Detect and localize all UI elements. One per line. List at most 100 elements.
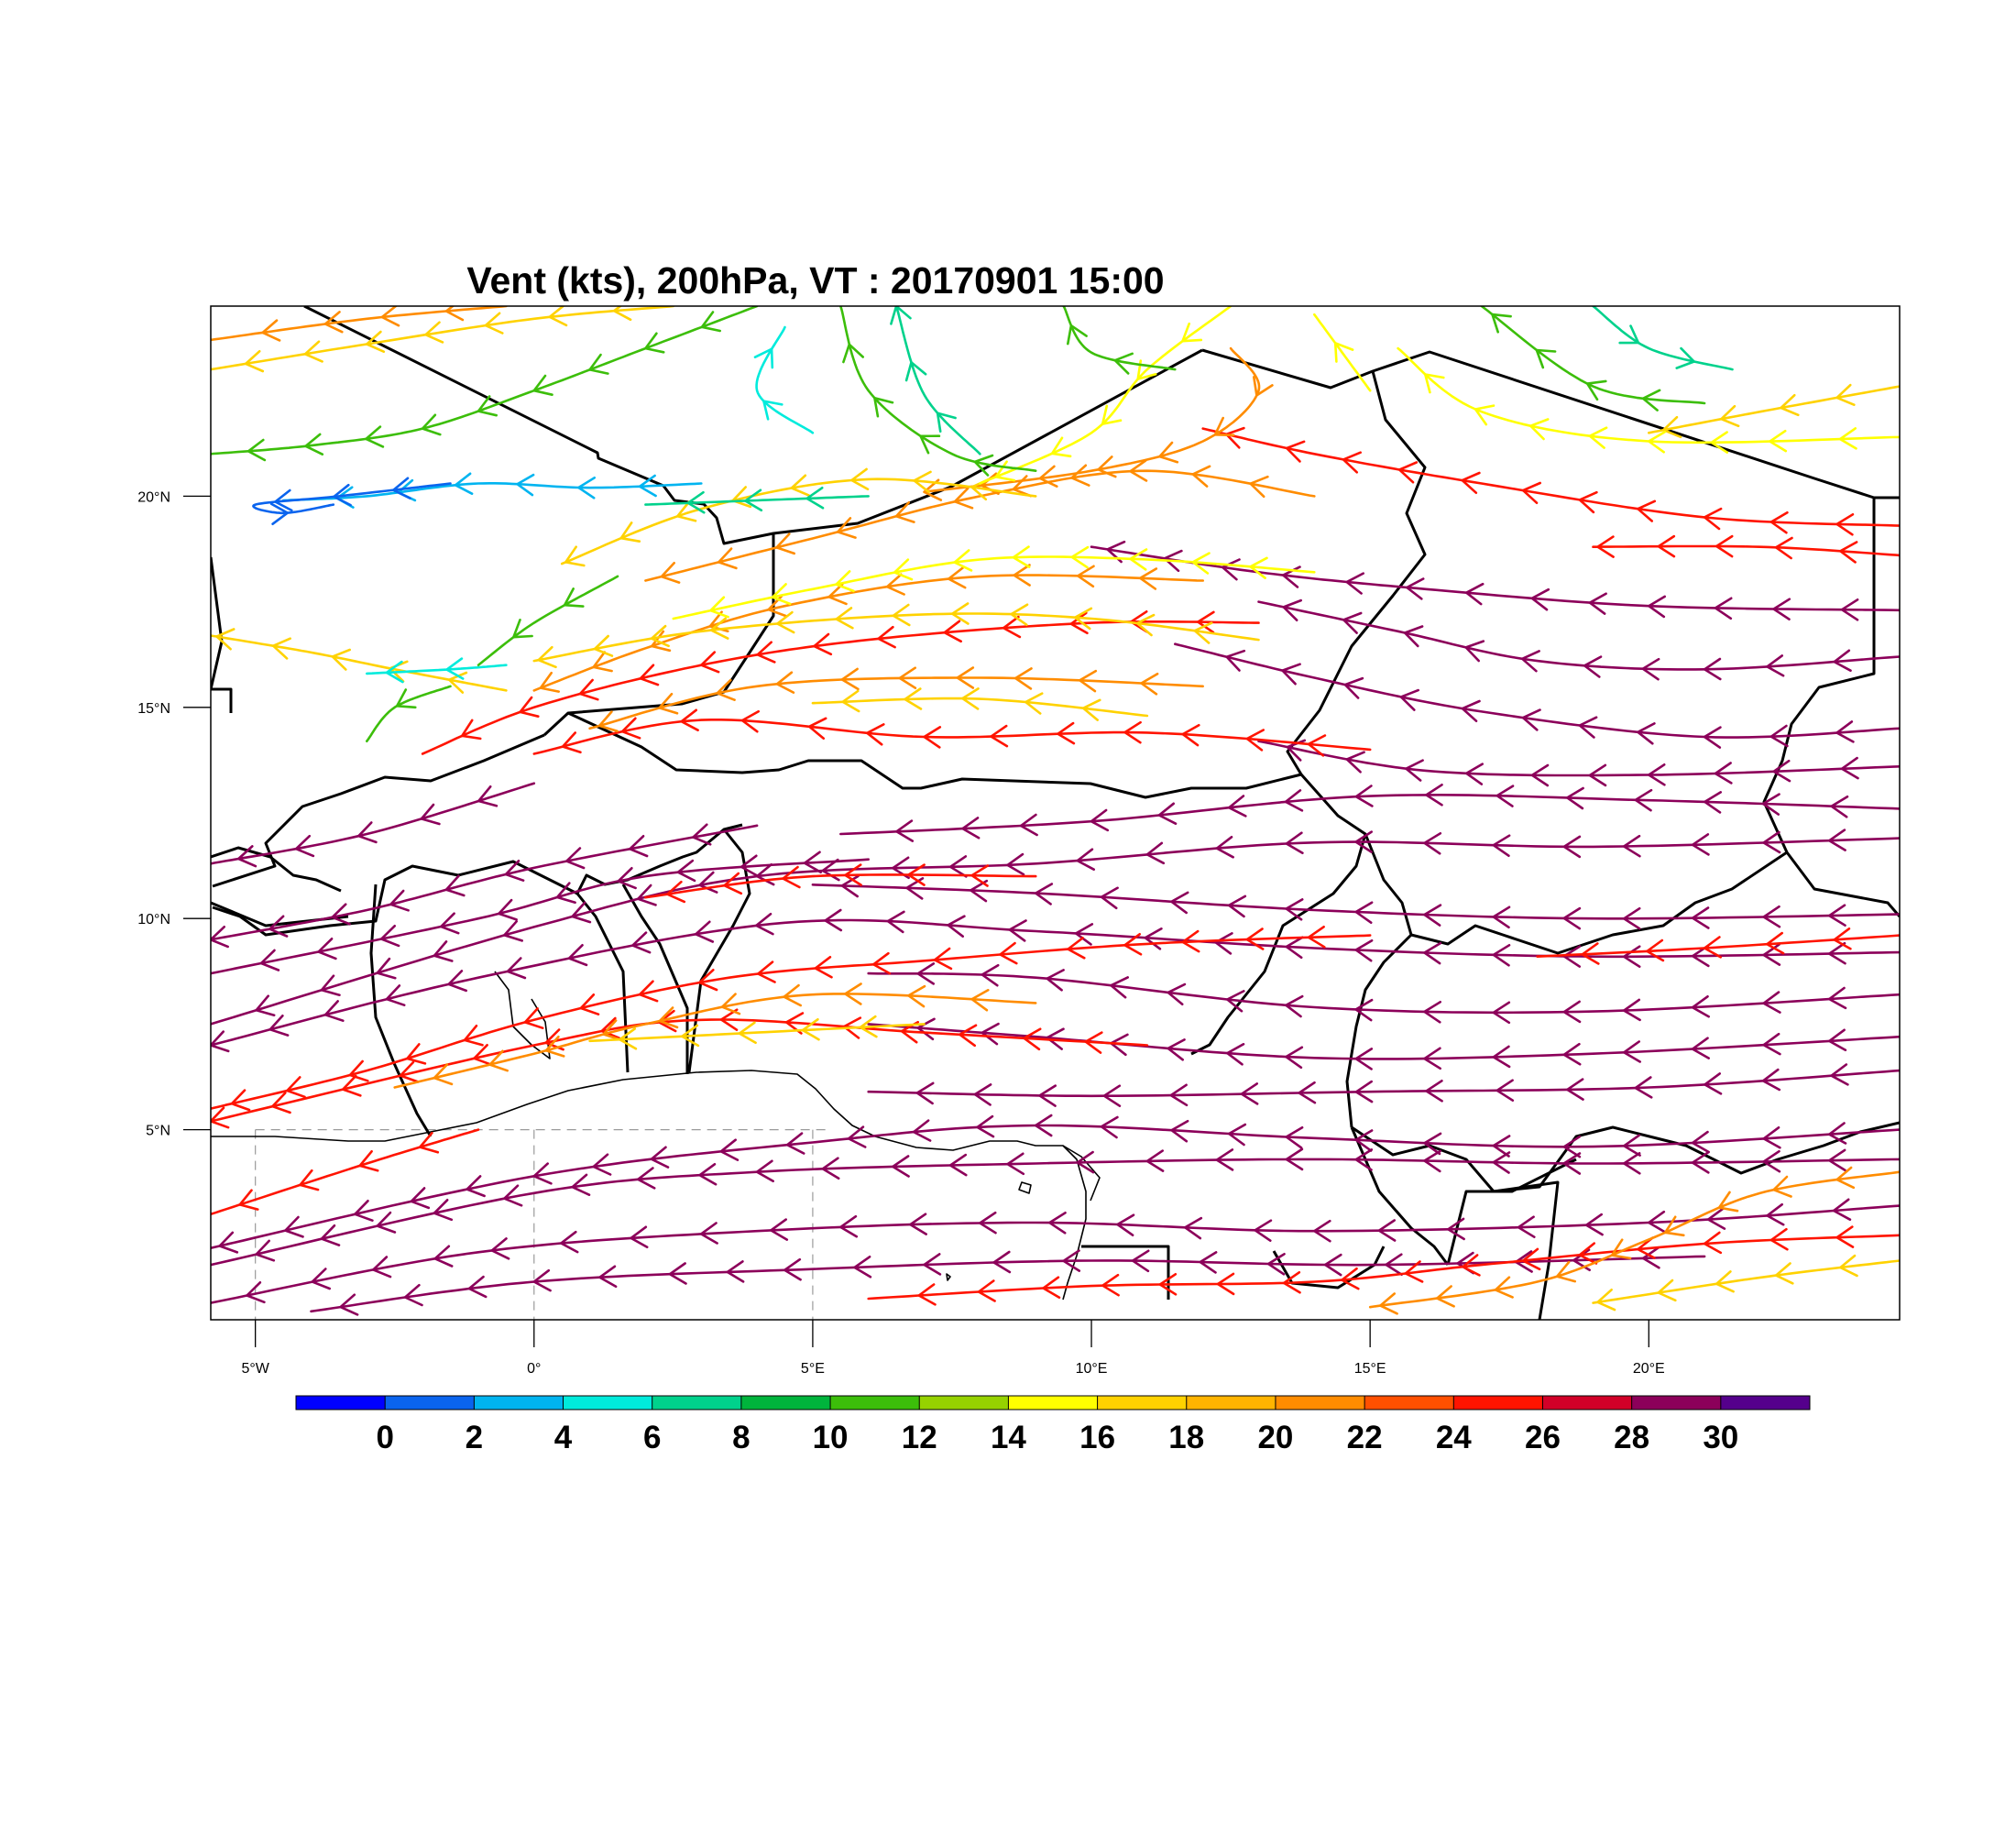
stream-arrowhead <box>738 1021 757 1044</box>
colorbar-label: 8 <box>732 1420 750 1455</box>
stream-arrowhead <box>1227 895 1247 918</box>
wind-streamlines <box>211 306 1900 1316</box>
stream-arrowhead <box>354 1200 374 1222</box>
stream-arrowhead <box>304 433 324 456</box>
stream-arrowhead <box>1423 1149 1442 1173</box>
colorbar-segment <box>919 1396 1009 1410</box>
stream-arrowhead <box>1588 426 1608 449</box>
stream-arrowhead <box>1307 926 1326 949</box>
stream-arrowhead <box>255 994 276 1016</box>
streamline-path <box>1397 346 1900 445</box>
stream-arrowhead <box>709 596 729 619</box>
stream-arrowhead <box>1833 649 1852 672</box>
stream-arrowhead <box>1622 1152 1641 1175</box>
streamline-path <box>839 794 1900 836</box>
stream-arrowhead <box>1081 698 1101 721</box>
stream-arrowhead <box>1584 1213 1604 1236</box>
stream-arrowhead <box>1521 708 1541 731</box>
stream-arrowhead <box>1070 464 1090 487</box>
streamline-path <box>867 971 1900 1015</box>
stream-arrowhead <box>1399 688 1419 711</box>
colorbar-label: 2 <box>466 1420 483 1455</box>
stream-arrowhead <box>565 847 586 870</box>
streamline-path <box>644 495 870 506</box>
streamline-path <box>211 306 675 371</box>
stream-arrowhead <box>890 306 912 325</box>
streamline <box>1397 346 1900 454</box>
stream-arrowhead <box>1766 654 1785 677</box>
stream-arrowhead <box>1073 607 1093 631</box>
stream-arrowhead <box>548 306 568 327</box>
stream-arrowhead <box>699 1222 718 1245</box>
stream-arrowhead <box>1285 831 1304 854</box>
stream-arrowhead <box>1706 1207 1726 1230</box>
stream-arrowhead <box>1618 324 1640 345</box>
stream-arrowhead <box>1167 1038 1186 1061</box>
stream-arrowhead <box>850 467 870 491</box>
stream-arrowhead <box>1622 1134 1641 1157</box>
stream-arrowhead <box>842 1016 862 1039</box>
stream-arrowhead <box>844 982 862 1005</box>
stream-arrowhead <box>1715 1270 1735 1293</box>
stream-arrowhead <box>961 817 981 840</box>
stream-arrowhead <box>261 319 281 342</box>
stream-arrowhead <box>365 425 385 448</box>
stream-arrowhead <box>1181 322 1203 343</box>
border-drc-south <box>1493 1180 1560 1320</box>
stream-arrowhead <box>785 1132 805 1155</box>
border-togo-benin <box>621 884 689 1074</box>
stream-arrowhead <box>1046 969 1065 992</box>
stream-arrowhead <box>1704 1072 1723 1095</box>
stream-arrowhead <box>1042 1276 1061 1299</box>
stream-arrowhead <box>571 901 592 924</box>
stream-arrowhead <box>1835 383 1856 406</box>
streamline <box>281 472 703 509</box>
colorbar-segment <box>1186 1396 1276 1410</box>
stream-arrowhead <box>948 855 968 878</box>
stream-arrowhead <box>1578 716 1598 739</box>
stream-arrowhead <box>463 1025 484 1047</box>
stream-arrowhead <box>571 1173 591 1196</box>
stream-arrowhead <box>1769 1227 1789 1251</box>
stream-arrowhead <box>923 726 942 749</box>
stream-arrowhead <box>1097 456 1117 478</box>
streamline-path <box>252 482 452 515</box>
stream-arrowhead <box>1342 611 1363 634</box>
streamline-path <box>1592 1259 1900 1304</box>
stream-arrowhead <box>1637 722 1656 745</box>
lat-tick-label: 15°N <box>137 701 170 717</box>
streamline-path <box>211 1124 1900 1249</box>
stream-arrowhead <box>1067 937 1086 960</box>
stream-arrowhead <box>544 1035 565 1058</box>
stream-arrowhead <box>1079 669 1098 693</box>
stream-arrowhead <box>1139 567 1158 590</box>
stream-arrowhead <box>1285 1126 1304 1149</box>
stream-arrowhead <box>907 984 926 1008</box>
stream-arrowhead <box>1648 431 1667 454</box>
stream-arrowhead <box>771 583 792 606</box>
stream-arrowhead <box>767 595 787 618</box>
stream-arrowhead <box>1245 729 1265 752</box>
streamline <box>211 926 1372 1112</box>
stream-arrowhead <box>1215 836 1234 859</box>
streamline <box>1062 306 1177 375</box>
stream-arrowhead <box>211 1030 230 1053</box>
stream-arrowhead <box>990 724 1009 748</box>
stream-arrowhead <box>1013 564 1031 587</box>
stream-arrowhead <box>1345 572 1364 595</box>
lat-tick-label: 5°N <box>146 1124 170 1139</box>
stream-arrowhead <box>1249 556 1268 579</box>
stream-arrowhead <box>961 687 980 710</box>
stream-arrowhead <box>1780 393 1800 417</box>
stream-arrowhead <box>268 1015 290 1037</box>
stream-arrowhead <box>1720 404 1740 428</box>
stream-arrowhead <box>1158 441 1179 464</box>
stream-arrowhead <box>740 709 760 733</box>
colorbar-segment <box>1097 1396 1188 1410</box>
streamline-path <box>839 306 1037 472</box>
streamline <box>588 666 1204 732</box>
lon-tick-label: 20°E <box>1633 1361 1665 1377</box>
stream-arrowhead <box>1285 936 1304 960</box>
streamline <box>211 306 759 462</box>
stream-arrowhead <box>813 632 833 656</box>
